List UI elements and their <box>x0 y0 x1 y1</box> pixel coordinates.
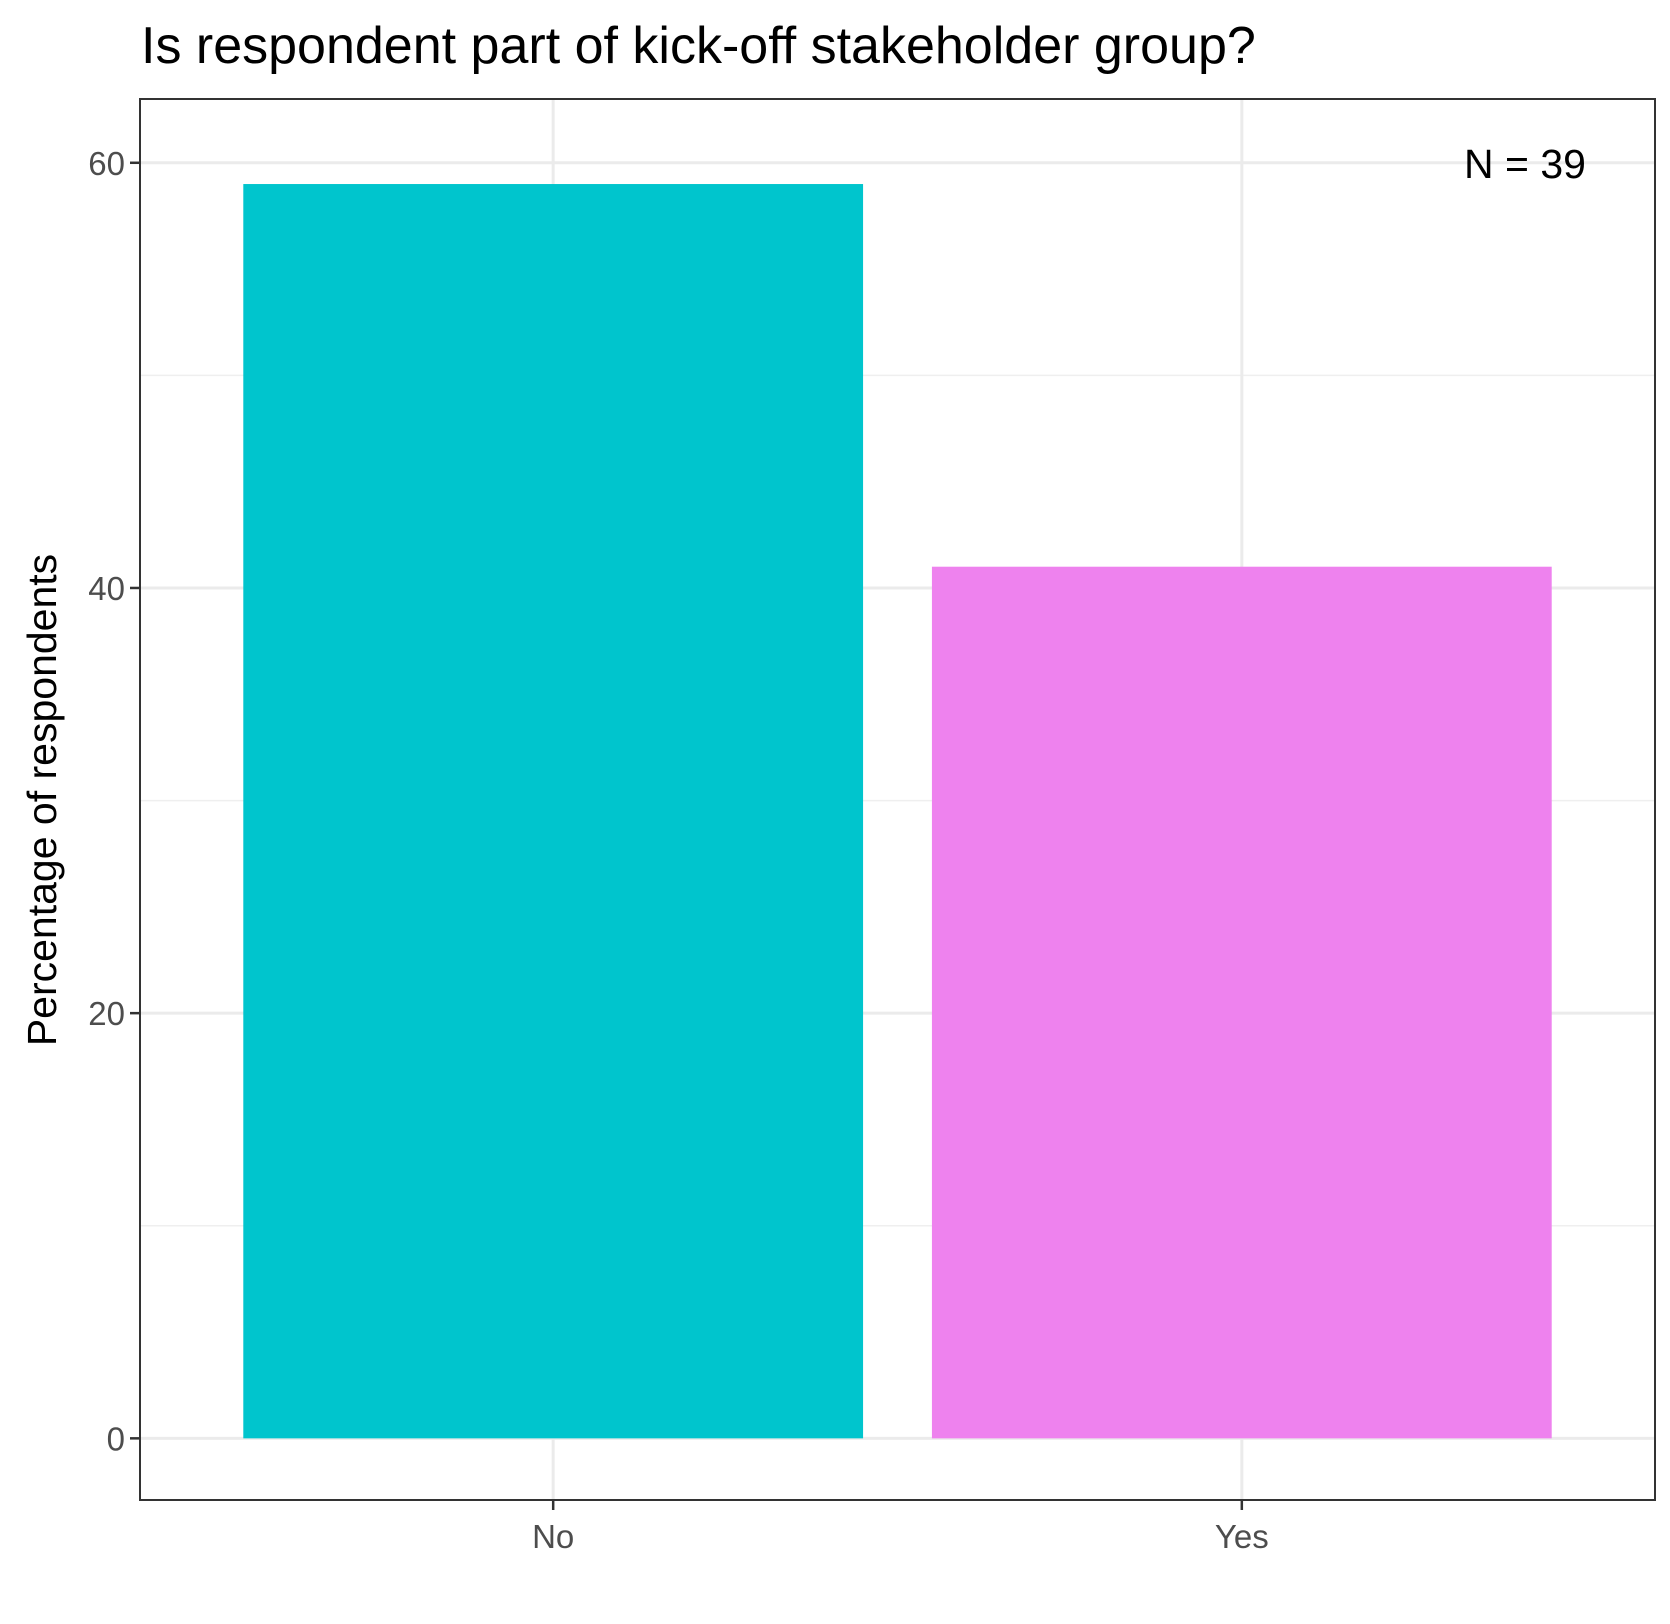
x-tick-label: Yes <box>1215 1518 1269 1555</box>
y-tick-label: 40 <box>88 570 125 607</box>
plot-panel-border <box>139 98 1656 1501</box>
bar-yes <box>931 566 1552 1439</box>
bars <box>243 184 1552 1439</box>
y-tick-label: 0 <box>107 1420 125 1457</box>
y-tick-label: 20 <box>88 995 125 1032</box>
x-tick-label: No <box>532 1518 574 1555</box>
axes: 0 20 40 60 No Yes <box>88 145 1268 1555</box>
y-axis-title: Percentage of respondents <box>19 554 65 1046</box>
bar-no <box>243 184 864 1439</box>
sample-size-annotation: N = 39 <box>1464 141 1586 187</box>
y-tick-label: 60 <box>88 145 125 182</box>
chart-title: Is respondent part of kick-off stakehold… <box>141 17 1256 75</box>
